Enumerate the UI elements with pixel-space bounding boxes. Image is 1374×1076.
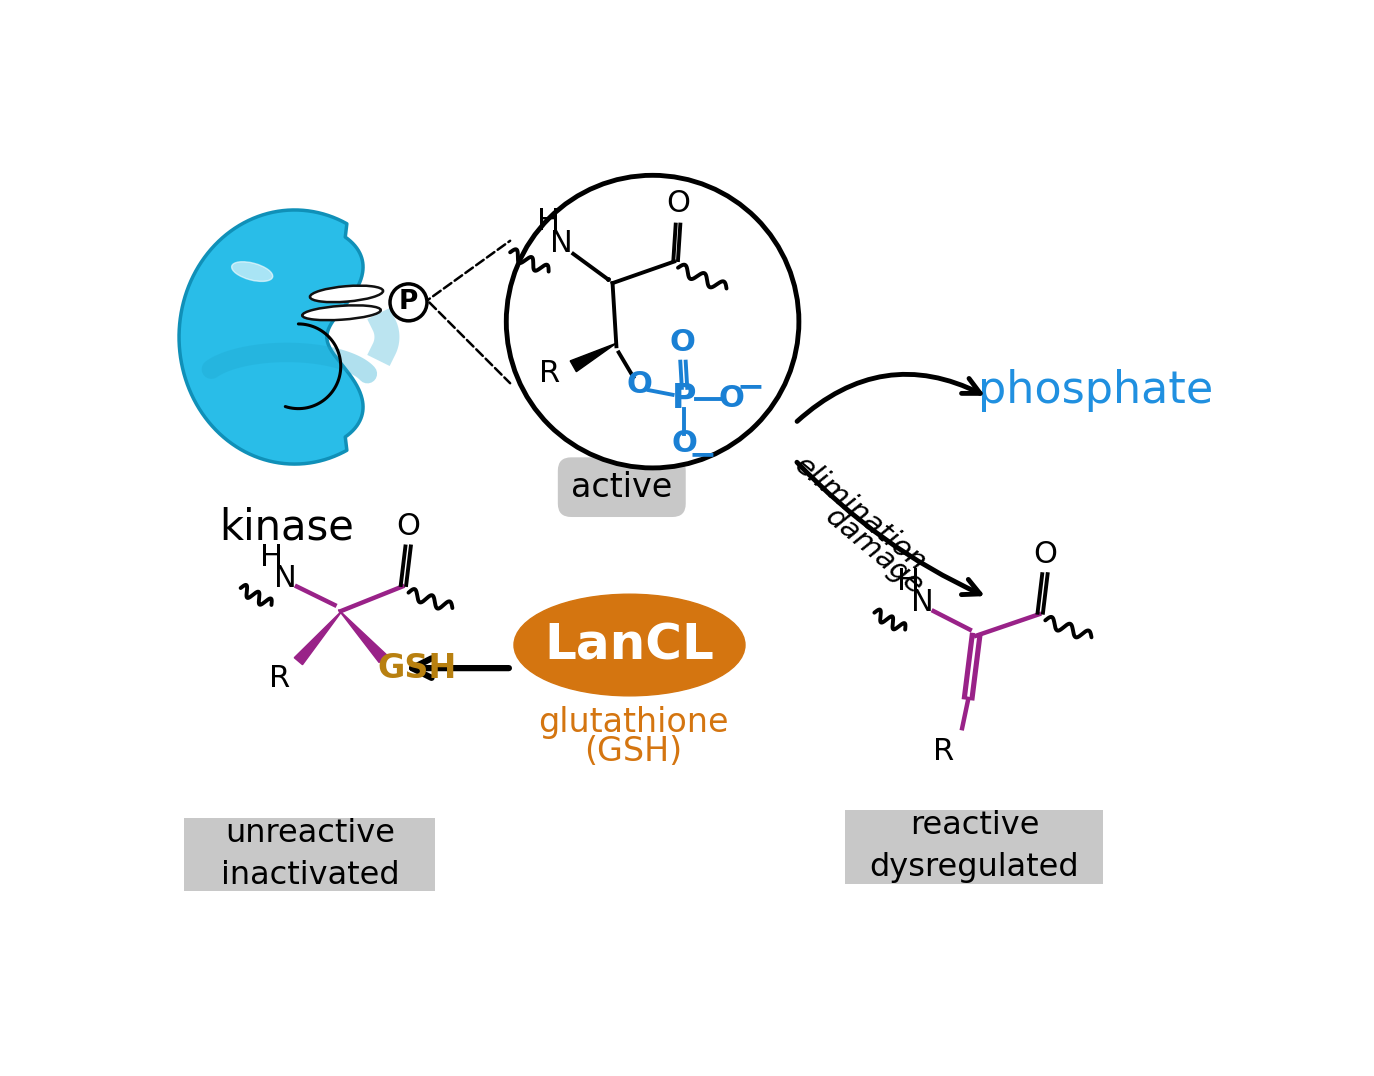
- Text: O: O: [672, 428, 697, 457]
- Polygon shape: [338, 610, 387, 663]
- Circle shape: [390, 284, 427, 321]
- Text: O: O: [1033, 540, 1057, 568]
- Text: H: H: [260, 542, 283, 571]
- Text: glutathione: glutathione: [539, 706, 728, 738]
- Polygon shape: [294, 610, 344, 665]
- Text: O: O: [627, 370, 653, 399]
- Text: H: H: [897, 567, 919, 596]
- Ellipse shape: [232, 261, 273, 282]
- FancyBboxPatch shape: [184, 818, 434, 891]
- Text: N: N: [551, 228, 573, 257]
- Text: N: N: [911, 589, 933, 618]
- Ellipse shape: [514, 594, 745, 696]
- Text: O: O: [719, 384, 745, 413]
- FancyBboxPatch shape: [845, 810, 1103, 883]
- Ellipse shape: [311, 285, 383, 302]
- Text: kinase: kinase: [220, 507, 354, 549]
- Ellipse shape: [302, 306, 381, 321]
- Text: LanCL: LanCL: [544, 621, 714, 669]
- Polygon shape: [179, 210, 363, 464]
- Text: damage: damage: [820, 502, 929, 600]
- Text: O: O: [669, 328, 695, 357]
- Text: reactive
dysregulated: reactive dysregulated: [870, 810, 1079, 883]
- Text: unreactive
inactivated: unreactive inactivated: [221, 818, 400, 891]
- Text: GSH: GSH: [378, 652, 456, 684]
- Text: R: R: [269, 664, 290, 693]
- Circle shape: [506, 175, 798, 468]
- Text: O: O: [397, 512, 420, 541]
- Text: N: N: [273, 564, 297, 593]
- Text: R: R: [539, 358, 561, 387]
- Text: O: O: [666, 188, 690, 217]
- Polygon shape: [570, 343, 617, 371]
- Text: −: −: [736, 370, 764, 404]
- Text: active: active: [572, 470, 672, 504]
- Text: P: P: [672, 382, 697, 415]
- Text: (GSH): (GSH): [584, 735, 683, 768]
- Text: H: H: [537, 207, 561, 236]
- Text: −: −: [688, 438, 717, 471]
- Text: phosphate: phosphate: [978, 369, 1213, 412]
- Text: R: R: [933, 737, 955, 766]
- Text: elimination: elimination: [789, 451, 932, 577]
- Text: P: P: [398, 289, 418, 315]
